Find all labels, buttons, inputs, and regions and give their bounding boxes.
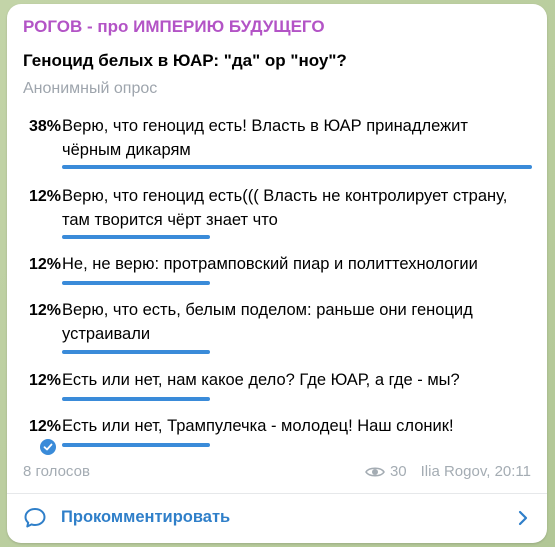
channel-name[interactable]: РОГОВ - про ИМПЕРИЮ БУДУЩЕГО (23, 17, 325, 36)
option-result-bar (62, 235, 210, 239)
chevron-right-icon (518, 510, 528, 526)
eye-icon (365, 466, 385, 477)
message-meta: 30 Ilia Rogov, 20:11 (365, 463, 531, 480)
comment-bubble-icon (24, 508, 46, 528)
option-percent: 12% (28, 188, 61, 205)
comment-button[interactable]: Прокомментировать (7, 494, 547, 543)
option-result-bar (62, 350, 210, 354)
option-text: Верю, что геноцид есть! Власть в ЮАР при… (62, 117, 468, 159)
post-time: 20:11 (494, 463, 531, 480)
option-text: Есть или нет, Трампулечка - молодец! Наш… (62, 417, 454, 435)
option-result-bar (62, 281, 210, 285)
poll-question: Геноцид белых в ЮАР: "да" ор "ноу"? (23, 51, 347, 70)
post-author: Ilia Rogov, 20:11 (420, 463, 531, 480)
option-percent: 12% (28, 418, 61, 435)
vote-count[interactable]: 8 голосов (23, 463, 90, 480)
author-name: Ilia Rogov (420, 463, 487, 480)
option-result-bar (62, 165, 532, 169)
option-percent: 12% (28, 302, 61, 319)
view-count: 30 (389, 463, 407, 480)
option-text: Верю, что есть, белым поделом: раньше он… (62, 301, 473, 343)
option-text: Есть или нет, нам какое дело? Где ЮАР, а… (62, 371, 460, 389)
check-circle-icon (40, 439, 56, 455)
option-percent: 12% (28, 372, 61, 389)
poll-option[interactable]: 12% Верю, что есть, белым поделом: раньш… (7, 298, 547, 358)
poll-message: РОГОВ - про ИМПЕРИЮ БУДУЩЕГО Геноцид бел… (7, 4, 547, 543)
poll-option[interactable]: 12% Не, не верю: протрамповский пиар и п… (7, 252, 547, 292)
option-text: Верю, что геноцид есть((( Власть не конт… (62, 187, 508, 229)
poll-option[interactable]: 12% Есть или нет, нам какое дело? Где ЮА… (7, 368, 547, 408)
poll-option-selected[interactable]: 12% Есть или нет, Трампулечка - молодец!… (7, 414, 547, 455)
poll-type-label: Анонимный опрос (23, 80, 158, 97)
option-percent: 38% (28, 118, 61, 135)
option-percent: 12% (28, 256, 61, 273)
option-text: Не, не верю: протрамповский пиар и полит… (62, 255, 478, 273)
poll-option[interactable]: 12% Верю, что геноцид есть((( Власть не … (7, 184, 547, 244)
option-result-bar (62, 397, 210, 401)
poll-option[interactable]: 38% Верю, что геноцид есть! Власть в ЮАР… (7, 114, 547, 174)
option-result-bar (62, 443, 210, 447)
divider (7, 493, 547, 494)
poll-footer: 8 голосов 30 Ilia Rogov, 20:11 (23, 463, 531, 485)
comment-label: Прокомментировать (61, 508, 231, 526)
